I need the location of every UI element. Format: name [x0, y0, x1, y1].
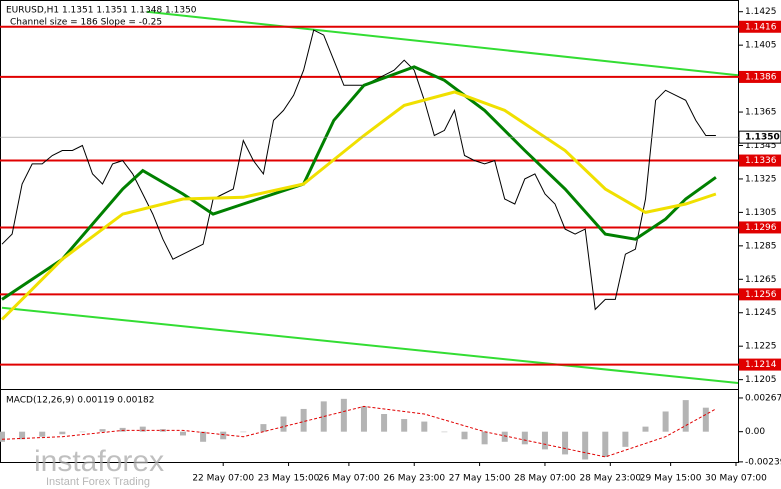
y-tick-label: 1.1425	[745, 7, 777, 17]
macd-bar	[602, 431, 609, 457]
level-label-box	[739, 20, 781, 33]
x-tick-label: 28 May 07:00	[514, 474, 576, 484]
x-tick-label: 27 May 15:00	[449, 474, 511, 484]
macd-bar	[682, 400, 689, 432]
macd-bar	[280, 416, 287, 432]
macd-bar	[0, 431, 5, 442]
moving-average	[1, 65, 717, 301]
macd-bar	[59, 431, 66, 435]
level-label-box	[739, 154, 781, 167]
channel-line	[1, 306, 739, 384]
y-tick-label: 0.00267	[745, 393, 781, 403]
channel-info: Channel size = 186 Slope = -0.25	[10, 18, 162, 28]
macd-bar	[139, 426, 146, 432]
y-tick-label: 1.1245	[745, 308, 777, 318]
level-label-box	[739, 288, 781, 301]
macd-bar	[119, 427, 126, 432]
macd-bar	[501, 431, 508, 442]
macd-bar	[582, 431, 589, 460]
macd-bar	[421, 421, 428, 432]
macd-bar	[642, 426, 649, 432]
macd-bar	[79, 431, 86, 433]
level-label-box	[739, 358, 781, 371]
y-tick-label: 0.00	[745, 427, 765, 437]
macd-bar	[240, 431, 247, 433]
watermark-tagline: Instant Forex Trading	[46, 476, 150, 488]
level-label: 1.1336	[745, 156, 777, 166]
level-label: 1.1296	[745, 223, 777, 233]
x-tick-label: 28 May 23:00	[579, 474, 641, 484]
macd-bar	[622, 431, 629, 447]
macd-bar	[260, 424, 267, 432]
y-tick-label: 1.1325	[745, 174, 777, 184]
macd-bar	[481, 431, 488, 445]
macd-bar	[662, 411, 669, 432]
y-tick-label: 1.1225	[745, 342, 777, 352]
macd-bar	[39, 431, 46, 437]
y-tick-label: 1.1365	[745, 108, 777, 118]
x-tick-label: 30 May 07:00	[705, 474, 767, 484]
level-label-box	[739, 70, 781, 83]
macd-bar	[541, 431, 548, 450]
macd-bar	[220, 431, 227, 440]
y-tick-label: -0.00239	[745, 457, 781, 467]
watermark-brand: instaforex	[34, 445, 164, 478]
plot-frame	[0, 0, 739, 463]
channel-line	[146, 10, 739, 77]
level-label: 1.1214	[745, 360, 777, 370]
macd-bar	[179, 431, 186, 436]
last-price-label: 1.1350	[745, 133, 780, 143]
level-label: 1.1386	[745, 72, 777, 82]
macd-bar	[300, 408, 307, 432]
moving-average	[0, 90, 717, 321]
y-tick-label: 1.1205	[745, 375, 777, 385]
macd-bar	[19, 431, 26, 440]
macd-bar	[99, 429, 106, 432]
macd-bar	[360, 406, 367, 432]
y-tick-label: 1.1285	[745, 241, 777, 251]
x-tick-label: 29 May 15:00	[640, 474, 702, 484]
signal-line	[1, 405, 717, 458]
symbol-info: EURUSD,H1 1.1351 1.1351 1.1348 1.1350	[6, 6, 197, 16]
level-label-box	[739, 221, 781, 234]
x-tick-label: 23 May 15:00	[258, 474, 320, 484]
x-tick-label: 22 May 07:00	[192, 474, 254, 484]
macd-bar	[381, 414, 388, 432]
price-line	[1, 29, 716, 311]
macd-bar	[340, 398, 347, 432]
macd-bar	[562, 431, 569, 455]
y-tick-label: 1.1405	[745, 41, 777, 51]
macd-bar	[702, 407, 709, 432]
macd-bar	[521, 431, 528, 445]
macd-bar	[401, 419, 408, 432]
macd-bar	[441, 431, 448, 433]
macd-bar	[320, 401, 327, 432]
macd-title: MACD(12,26,9) 0.00119 0.00182	[6, 396, 155, 406]
y-tick-label: 1.1305	[745, 208, 777, 218]
macd-bar	[200, 431, 207, 442]
content: 1.1425 1.1405 1.1365 1.1345 1.1325 1.1305 1.12…	[0, 7, 781, 484]
macd-bar	[461, 431, 468, 440]
level-label: 1.1416	[745, 22, 777, 32]
y-tick-label: 1.1265	[745, 275, 777, 285]
last-price-box	[738, 130, 781, 144]
level-label: 1.1256	[745, 290, 777, 300]
x-tick-label: 26 May 07:00	[318, 474, 380, 484]
x-tick-label: 26 May 23:00	[383, 474, 445, 484]
y-tick-label: 1.1345	[745, 141, 777, 151]
